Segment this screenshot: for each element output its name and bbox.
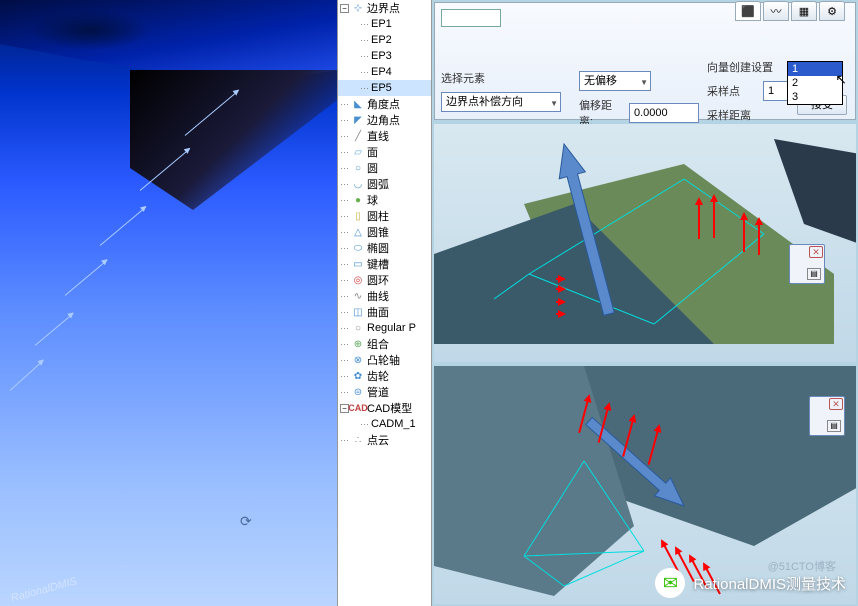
tree-item[interactable]: ⋯EP5 — [338, 80, 431, 96]
tree-item[interactable]: ⋯EP3 — [338, 48, 431, 64]
tree-item[interactable]: −CADCAD模型 — [338, 400, 431, 416]
settings-panel: ⬛ 〰 ▦ ⚙ 选择元素 边界点补偿方向 无偏移 偏移距离: 向量创建设置 采样… — [434, 2, 856, 120]
tree-item[interactable]: ⋯✿齿轮 — [338, 368, 431, 384]
tree-item[interactable]: ⋯▭键槽 — [338, 256, 431, 272]
tree-item[interactable]: ⋯EP4 — [338, 64, 431, 80]
tree-item[interactable]: ⋯╱直线 — [338, 128, 431, 144]
select-element-label: 选择元素 — [441, 70, 571, 86]
offset-distance-input[interactable] — [629, 103, 699, 123]
tree-item[interactable]: ⋯⊗凸轮轴 — [338, 352, 431, 368]
top-view-geometry — [434, 124, 856, 349]
tree-item[interactable]: ⋯○Regular P — [338, 320, 431, 336]
close-icon[interactable]: ✕ — [829, 398, 843, 410]
tab-wave-icon[interactable]: 〰 — [763, 1, 789, 21]
feature-tree[interactable]: −⊹边界点⋯EP1⋯EP2⋯EP3⋯EP4⋯EP5⋯◣角度点⋯◤边角点⋯╱直线⋯… — [337, 0, 432, 606]
brand-footer: ✉ RationalDMIS测量技术 — [655, 568, 846, 598]
search-input[interactable] — [441, 9, 501, 27]
cursor-icon: ↖ — [835, 71, 847, 88]
right-panel: ⬛ 〰 ▦ ⚙ 选择元素 边界点补偿方向 无偏移 偏移距离: 向量创建设置 采样… — [432, 0, 858, 606]
tree-item[interactable]: −⊹边界点 — [338, 0, 431, 16]
tree-item[interactable]: ⋯⊜管道 — [338, 384, 431, 400]
tree-item[interactable]: ⋯EP1 — [338, 16, 431, 32]
tree-item[interactable]: ⋯●球 — [338, 192, 431, 208]
tree-item[interactable]: ⋯○圆 — [338, 160, 431, 176]
left-3d-viewport[interactable]: ⟳ RationalDMIS — [0, 0, 337, 606]
tree-item[interactable]: ⋯◫曲面 — [338, 304, 431, 320]
offset-mode-combo[interactable]: 无偏移 — [579, 71, 651, 91]
tree-item[interactable]: ⋯◤边角点 — [338, 112, 431, 128]
tree-item[interactable]: ⋯CADM_1 — [338, 416, 431, 432]
close-icon[interactable]: ✕ — [809, 246, 823, 258]
watermark: RationalDMIS — [10, 575, 79, 604]
tree-item[interactable]: ⋯⊕组合 — [338, 336, 431, 352]
sample-point-label: 采样点 — [707, 83, 757, 99]
top-3d-view[interactable]: ✕ ▤ — [434, 124, 856, 362]
tree-item[interactable]: ⋯∿曲线 — [338, 288, 431, 304]
compensation-direction-combo[interactable]: 边界点补偿方向 — [441, 92, 561, 112]
tree-item[interactable]: ⋯▯圆柱 — [338, 208, 431, 224]
spacer-label — [579, 53, 699, 65]
tree-item[interactable]: ⋯⬭椭圆 — [338, 240, 431, 256]
view-toolbox-top[interactable]: ✕ ▤ — [789, 244, 825, 284]
tree-item[interactable]: ⋯◡圆弧 — [338, 176, 431, 192]
view-toolbox-bottom[interactable]: ✕ ▤ — [809, 396, 845, 436]
tab-settings-icon[interactable]: ⚙ — [819, 1, 845, 21]
tree-item[interactable]: ⋯△圆锥 — [338, 224, 431, 240]
tree-item[interactable]: ⋯▱面 — [338, 144, 431, 160]
tree-item[interactable]: ⋯∴点云 — [338, 432, 431, 448]
sample-distance-label: 采样距离 — [707, 107, 757, 123]
tree-item[interactable]: ⋯◎圆环 — [338, 272, 431, 288]
options-icon[interactable]: ▤ — [827, 420, 841, 432]
tab-grid-icon[interactable]: ▦ — [791, 1, 817, 21]
tab-bar: ⬛ 〰 ▦ ⚙ — [735, 1, 845, 21]
tree-item[interactable]: ⋯EP2 — [338, 32, 431, 48]
wechat-icon: ✉ — [655, 568, 685, 598]
refresh-icon[interactable]: ⟳ — [240, 513, 258, 531]
options-icon[interactable]: ▤ — [807, 268, 821, 280]
tree-item[interactable]: ⋯◣角度点 — [338, 96, 431, 112]
brand-text: RationalDMIS测量技术 — [693, 573, 846, 594]
tab-3d-icon[interactable]: ⬛ — [735, 1, 761, 21]
